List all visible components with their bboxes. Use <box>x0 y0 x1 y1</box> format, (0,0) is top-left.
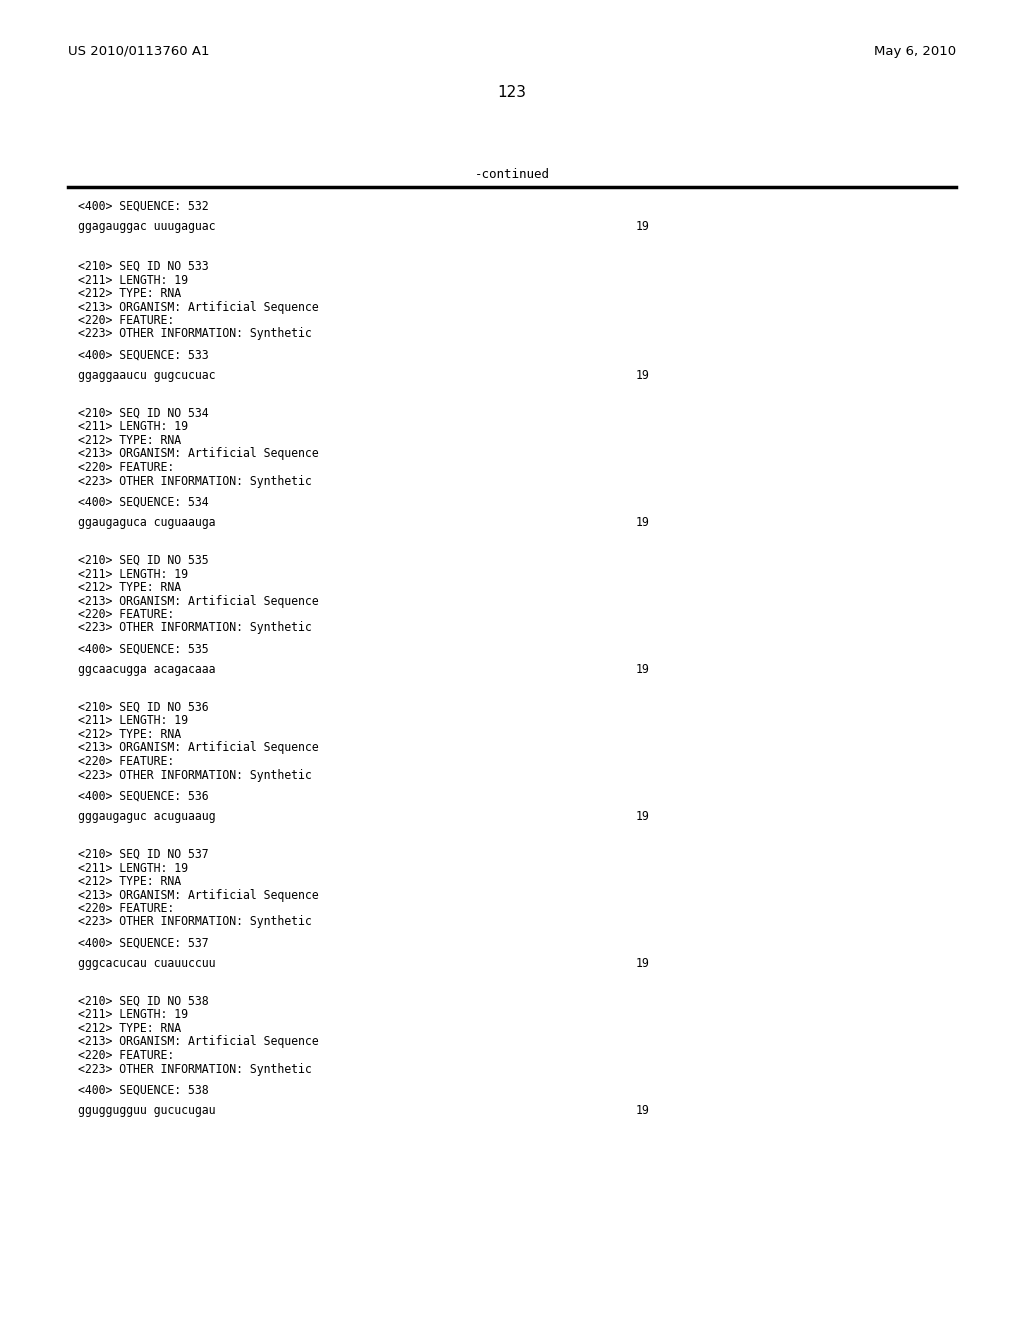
Text: gggcacucau cuauuccuu: gggcacucau cuauuccuu <box>78 957 215 970</box>
Text: <210> SEQ ID NO 533: <210> SEQ ID NO 533 <box>78 260 209 273</box>
Text: <220> FEATURE:: <220> FEATURE: <box>78 902 174 915</box>
Text: <220> FEATURE:: <220> FEATURE: <box>78 609 174 620</box>
Text: <210> SEQ ID NO 534: <210> SEQ ID NO 534 <box>78 407 209 420</box>
Text: <400> SEQUENCE: 533: <400> SEQUENCE: 533 <box>78 348 209 362</box>
Text: <400> SEQUENCE: 535: <400> SEQUENCE: 535 <box>78 643 209 656</box>
Text: <400> SEQUENCE: 537: <400> SEQUENCE: 537 <box>78 937 209 950</box>
Text: <212> TYPE: RNA: <212> TYPE: RNA <box>78 286 181 300</box>
Text: <211> LENGTH: 19: <211> LENGTH: 19 <box>78 862 188 874</box>
Text: <220> FEATURE:: <220> FEATURE: <box>78 314 174 327</box>
Text: <223> OTHER INFORMATION: Synthetic: <223> OTHER INFORMATION: Synthetic <box>78 916 311 928</box>
Text: ggcaacugga acagacaaa: ggcaacugga acagacaaa <box>78 663 215 676</box>
Text: <213> ORGANISM: Artificial Sequence: <213> ORGANISM: Artificial Sequence <box>78 1035 318 1048</box>
Text: <212> TYPE: RNA: <212> TYPE: RNA <box>78 729 181 741</box>
Text: -continued: -continued <box>474 168 550 181</box>
Text: 19: 19 <box>636 957 650 970</box>
Text: <211> LENGTH: 19: <211> LENGTH: 19 <box>78 421 188 433</box>
Text: <210> SEQ ID NO 536: <210> SEQ ID NO 536 <box>78 701 209 714</box>
Text: <400> SEQUENCE: 536: <400> SEQUENCE: 536 <box>78 789 209 803</box>
Text: 19: 19 <box>636 516 650 529</box>
Text: 19: 19 <box>636 220 650 234</box>
Text: <223> OTHER INFORMATION: Synthetic: <223> OTHER INFORMATION: Synthetic <box>78 622 311 635</box>
Text: <400> SEQUENCE: 532: <400> SEQUENCE: 532 <box>78 201 209 213</box>
Text: ggaggaaucu gugcucuac: ggaggaaucu gugcucuac <box>78 370 215 381</box>
Text: <220> FEATURE:: <220> FEATURE: <box>78 1049 174 1063</box>
Text: <223> OTHER INFORMATION: Synthetic: <223> OTHER INFORMATION: Synthetic <box>78 474 311 487</box>
Text: 123: 123 <box>498 84 526 100</box>
Text: <212> TYPE: RNA: <212> TYPE: RNA <box>78 1022 181 1035</box>
Text: 19: 19 <box>636 663 650 676</box>
Text: <220> FEATURE:: <220> FEATURE: <box>78 755 174 768</box>
Text: <213> ORGANISM: Artificial Sequence: <213> ORGANISM: Artificial Sequence <box>78 447 318 461</box>
Text: <211> LENGTH: 19: <211> LENGTH: 19 <box>78 714 188 727</box>
Text: <212> TYPE: RNA: <212> TYPE: RNA <box>78 434 181 447</box>
Text: <211> LENGTH: 19: <211> LENGTH: 19 <box>78 1008 188 1022</box>
Text: <212> TYPE: RNA: <212> TYPE: RNA <box>78 875 181 888</box>
Text: <210> SEQ ID NO 535: <210> SEQ ID NO 535 <box>78 554 209 568</box>
Text: <211> LENGTH: 19: <211> LENGTH: 19 <box>78 568 188 581</box>
Text: <213> ORGANISM: Artificial Sequence: <213> ORGANISM: Artificial Sequence <box>78 301 318 314</box>
Text: <210> SEQ ID NO 538: <210> SEQ ID NO 538 <box>78 995 209 1008</box>
Text: 19: 19 <box>636 1104 650 1117</box>
Text: May 6, 2010: May 6, 2010 <box>873 45 956 58</box>
Text: <211> LENGTH: 19: <211> LENGTH: 19 <box>78 273 188 286</box>
Text: <210> SEQ ID NO 537: <210> SEQ ID NO 537 <box>78 847 209 861</box>
Text: gggaugaguc acuguaaug: gggaugaguc acuguaaug <box>78 810 215 822</box>
Text: <213> ORGANISM: Artificial Sequence: <213> ORGANISM: Artificial Sequence <box>78 594 318 607</box>
Text: <400> SEQUENCE: 538: <400> SEQUENCE: 538 <box>78 1084 209 1097</box>
Text: <212> TYPE: RNA: <212> TYPE: RNA <box>78 581 181 594</box>
Text: <213> ORGANISM: Artificial Sequence: <213> ORGANISM: Artificial Sequence <box>78 742 318 755</box>
Text: <213> ORGANISM: Artificial Sequence: <213> ORGANISM: Artificial Sequence <box>78 888 318 902</box>
Text: 19: 19 <box>636 370 650 381</box>
Text: gguggugguu gucucugau: gguggugguu gucucugau <box>78 1104 215 1117</box>
Text: ggaugaguca cuguaauga: ggaugaguca cuguaauga <box>78 516 215 529</box>
Text: ggagauggac uuugaguac: ggagauggac uuugaguac <box>78 220 215 234</box>
Text: US 2010/0113760 A1: US 2010/0113760 A1 <box>68 45 210 58</box>
Text: <223> OTHER INFORMATION: Synthetic: <223> OTHER INFORMATION: Synthetic <box>78 1063 311 1076</box>
Text: 19: 19 <box>636 810 650 822</box>
Text: <223> OTHER INFORMATION: Synthetic: <223> OTHER INFORMATION: Synthetic <box>78 327 311 341</box>
Text: <400> SEQUENCE: 534: <400> SEQUENCE: 534 <box>78 496 209 510</box>
Text: <220> FEATURE:: <220> FEATURE: <box>78 461 174 474</box>
Text: <223> OTHER INFORMATION: Synthetic: <223> OTHER INFORMATION: Synthetic <box>78 768 311 781</box>
